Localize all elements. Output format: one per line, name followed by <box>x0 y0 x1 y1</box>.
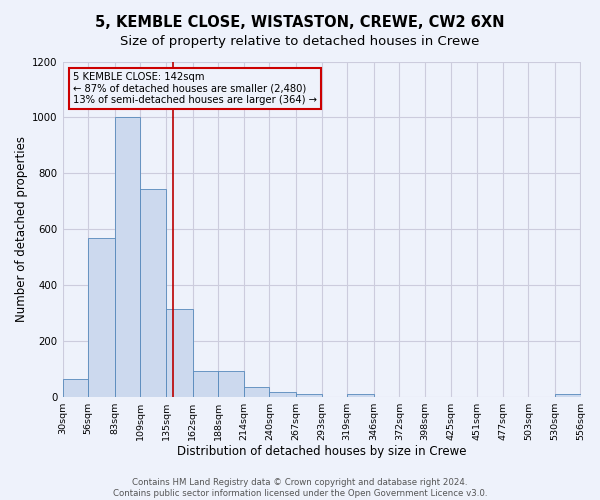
Bar <box>244 388 269 397</box>
Y-axis label: Number of detached properties: Number of detached properties <box>15 136 28 322</box>
Text: 5, KEMBLE CLOSE, WISTASTON, CREWE, CW2 6XN: 5, KEMBLE CLOSE, WISTASTON, CREWE, CW2 6… <box>95 15 505 30</box>
Bar <box>347 394 374 397</box>
Bar <box>62 379 88 397</box>
Bar <box>269 392 296 397</box>
Bar <box>140 188 166 397</box>
X-axis label: Distribution of detached houses by size in Crewe: Distribution of detached houses by size … <box>177 444 466 458</box>
Bar <box>193 370 218 397</box>
Text: Contains HM Land Registry data © Crown copyright and database right 2024.
Contai: Contains HM Land Registry data © Crown c… <box>113 478 487 498</box>
Text: 5 KEMBLE CLOSE: 142sqm
← 87% of detached houses are smaller (2,480)
13% of semi-: 5 KEMBLE CLOSE: 142sqm ← 87% of detached… <box>73 72 317 105</box>
Text: Size of property relative to detached houses in Crewe: Size of property relative to detached ho… <box>121 35 479 48</box>
Bar <box>88 238 115 397</box>
Bar <box>115 118 140 397</box>
Bar <box>218 370 244 397</box>
Bar <box>296 394 322 397</box>
Bar <box>166 309 193 397</box>
Bar <box>555 394 581 397</box>
